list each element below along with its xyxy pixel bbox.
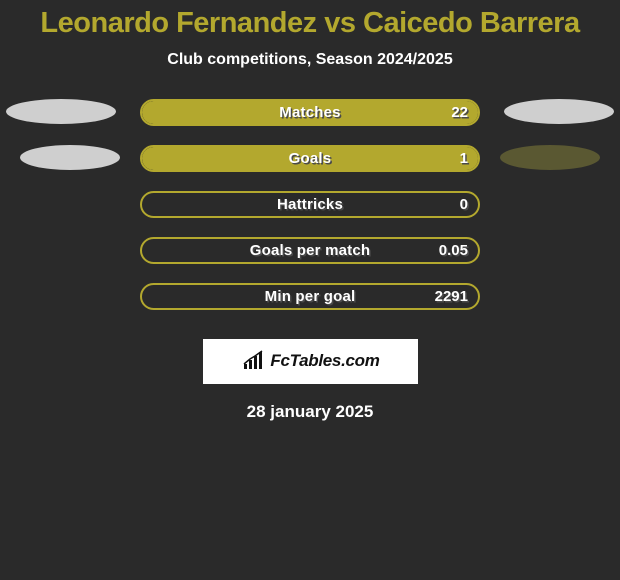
attribution-badge: FcTables.com — [203, 339, 418, 384]
date-label: 28 january 2025 — [247, 402, 374, 422]
stat-value-mpg: 2291 — [435, 288, 468, 305]
bar-mpg: Min per goal 2291 — [140, 283, 480, 310]
page-title: Leonardo Fernandez vs Caicedo Barrera — [40, 6, 579, 41]
stat-value-hattricks: 0 — [460, 196, 468, 213]
stat-label-mpg: Min per goal — [142, 288, 478, 305]
attribution-text: FcTables.com — [270, 351, 379, 371]
vs-separator: vs — [324, 7, 355, 39]
comparison-card: Leonardo Fernandez vs Caicedo Barrera Cl… — [0, 0, 620, 422]
bar-goals: Goals 1 — [140, 145, 480, 172]
stat-row-matches: Matches 22 — [0, 99, 620, 126]
stat-value-matches: 22 — [451, 104, 468, 121]
stat-row-mpg: Min per goal 2291 — [0, 283, 620, 310]
stat-row-hattricks: Hattricks 0 — [0, 191, 620, 218]
player2-name: Caicedo Barrera — [363, 7, 580, 39]
stat-row-goals: Goals 1 — [0, 145, 620, 172]
comparison-rows: Matches 22 Goals 1 Hattricks 0 Goals per… — [0, 99, 620, 329]
stat-row-gpm: Goals per match 0.05 — [0, 237, 620, 264]
stat-label-hattricks: Hattricks — [142, 196, 478, 213]
subtitle: Club competitions, Season 2024/2025 — [167, 51, 452, 69]
stat-label-goals: Goals — [142, 150, 478, 167]
bar-gpm: Goals per match 0.05 — [140, 237, 480, 264]
stat-label-gpm: Goals per match — [142, 242, 478, 259]
stat-value-goals: 1 — [460, 150, 468, 167]
chart-icon — [240, 350, 268, 372]
player1-name: Leonardo Fernandez — [40, 7, 316, 39]
bar-hattricks: Hattricks 0 — [140, 191, 480, 218]
bar-matches: Matches 22 — [140, 99, 480, 126]
stat-label-matches: Matches — [142, 104, 478, 121]
stat-value-gpm: 0.05 — [439, 242, 468, 259]
